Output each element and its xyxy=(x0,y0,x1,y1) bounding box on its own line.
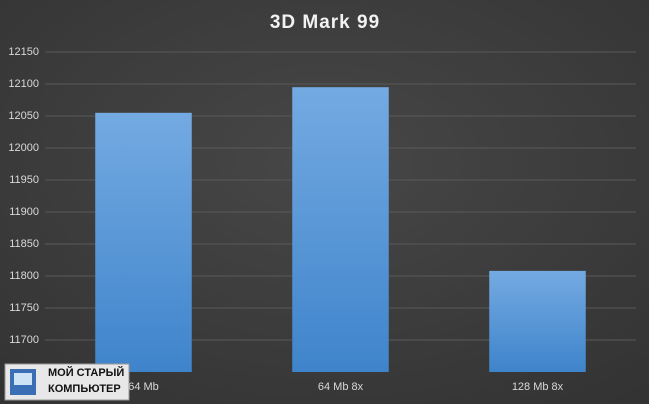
x-tick-label: 64 Mb 8x xyxy=(318,381,364,393)
y-tick-label: 12050 xyxy=(8,110,39,122)
bar xyxy=(489,270,586,372)
y-tick-label: 11850 xyxy=(9,238,39,250)
y-tick-label: 12100 xyxy=(8,78,39,90)
y-tick-label: 11900 xyxy=(9,206,39,218)
bar xyxy=(292,87,389,372)
y-tick-label: 11950 xyxy=(9,174,39,186)
y-tick-label: 12150 xyxy=(8,46,39,58)
x-tick-label: 128 Mb 8x xyxy=(512,381,564,393)
bar xyxy=(95,112,192,373)
watermark-text: КОМПЬЮТЕР xyxy=(48,383,121,395)
y-tick-label: 11750 xyxy=(9,302,39,314)
watermark-icon-screen xyxy=(14,373,32,385)
watermark-text: МОЙ СТАРЫЙ xyxy=(48,366,124,379)
y-tick-label: 11800 xyxy=(9,270,39,282)
watermark: МОЙ СТАРЫЙ КОМПЬЮТЕР xyxy=(4,363,130,401)
y-tick-label: 12000 xyxy=(8,142,39,154)
chart-title: 3D Mark 99 xyxy=(270,12,380,33)
x-tick-label: 64 Mb xyxy=(128,381,159,393)
y-tick-label: 11700 xyxy=(9,334,39,346)
